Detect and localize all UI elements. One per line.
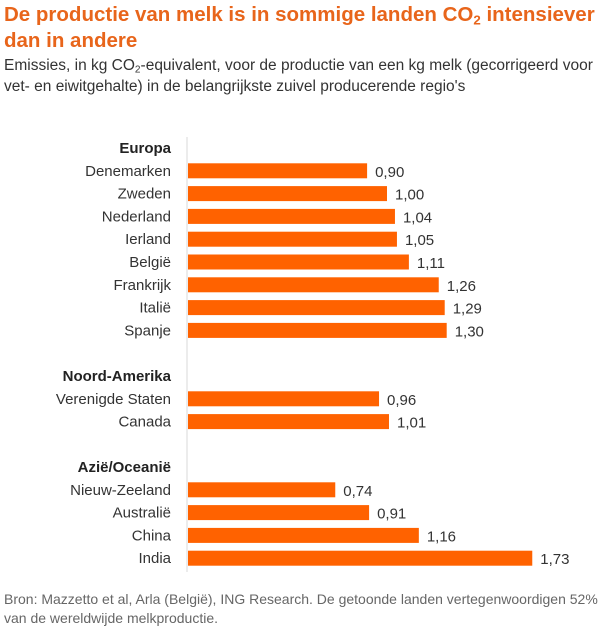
value-label-china: 1,16 (427, 528, 456, 545)
title-subscript: 2 (473, 12, 481, 28)
title-text-cont: intensiever dan in andere (4, 3, 595, 52)
value-label-denemarken: 0,90 (375, 164, 404, 181)
bar-belgie (188, 254, 409, 270)
subtitle-subscript: 2 (134, 64, 141, 76)
category-label-china: China (132, 527, 172, 544)
value-label-nederland: 1,04 (403, 209, 432, 226)
bar-italie (188, 300, 445, 316)
value-label-frankrijk: 1,26 (447, 278, 476, 295)
chart-subtitle: Emissies, in kg CO2-equivalent, voor de … (4, 55, 598, 97)
group-label-noord-amerika: Noord-Amerika (63, 368, 172, 385)
bar-australie (188, 505, 370, 521)
chart-title: De productie van melk is in sommige land… (4, 2, 598, 54)
value-label-belgie: 1,11 (417, 255, 445, 272)
value-label-ierland: 1,05 (405, 232, 434, 249)
value-label-australie: 0,91 (377, 506, 406, 523)
bar-spanje (188, 322, 447, 338)
value-label-spanje: 1,30 (455, 323, 484, 340)
value-label-verenigde-staten: 0,96 (387, 392, 416, 409)
category-label-india: India (138, 550, 171, 567)
category-label-denemarken: Denemarken (85, 163, 171, 180)
value-label-zweden: 1,00 (395, 187, 424, 204)
value-label-canada: 1,01 (397, 415, 426, 432)
value-label-india: 1,73 (540, 551, 569, 568)
group-label-europa: Europa (119, 140, 171, 157)
category-label-nederland: Nederland (102, 208, 171, 225)
subtitle-text-cont: -equivalent, voor de productie van een k… (4, 57, 593, 95)
bar-china (188, 527, 419, 543)
category-label-nieuw-zeeland: Nieuw-Zeeland (70, 482, 171, 499)
category-label-italie: Italië (139, 300, 171, 317)
bar-nederland (188, 208, 395, 224)
value-label-italie: 1,29 (453, 301, 482, 318)
value-label-nieuw-zeeland: 0,74 (343, 483, 372, 500)
category-label-frankrijk: Frankrijk (113, 277, 171, 294)
category-label-zweden: Zweden (118, 186, 171, 203)
bar-denemarken (188, 163, 368, 179)
category-label-australie: Australië (113, 505, 171, 522)
source-note: Bron: Mazzetto et al, Arla (België), ING… (4, 591, 598, 626)
bar-india (188, 550, 533, 566)
bar-frankrijk (188, 277, 439, 293)
group-label-azi-oceani-: Azië/Oceanië (78, 459, 171, 476)
category-label-canada: Canada (118, 414, 171, 431)
category-label-belgie: België (129, 254, 171, 271)
category-label-ierland: Ierland (125, 231, 171, 248)
bar-verenigde-staten (188, 391, 380, 407)
title-text: De productie van melk is in sommige land… (4, 3, 474, 26)
category-label-spanje: Spanje (124, 322, 171, 339)
bar-zweden (188, 186, 387, 202)
subtitle-text: Emissies, in kg CO (4, 57, 135, 74)
category-label-verenigde-staten: Verenigde Staten (56, 391, 171, 408)
bar-ierland (188, 231, 397, 247)
bar-nieuw-zeeland (188, 482, 336, 498)
bar-canada (188, 414, 389, 430)
